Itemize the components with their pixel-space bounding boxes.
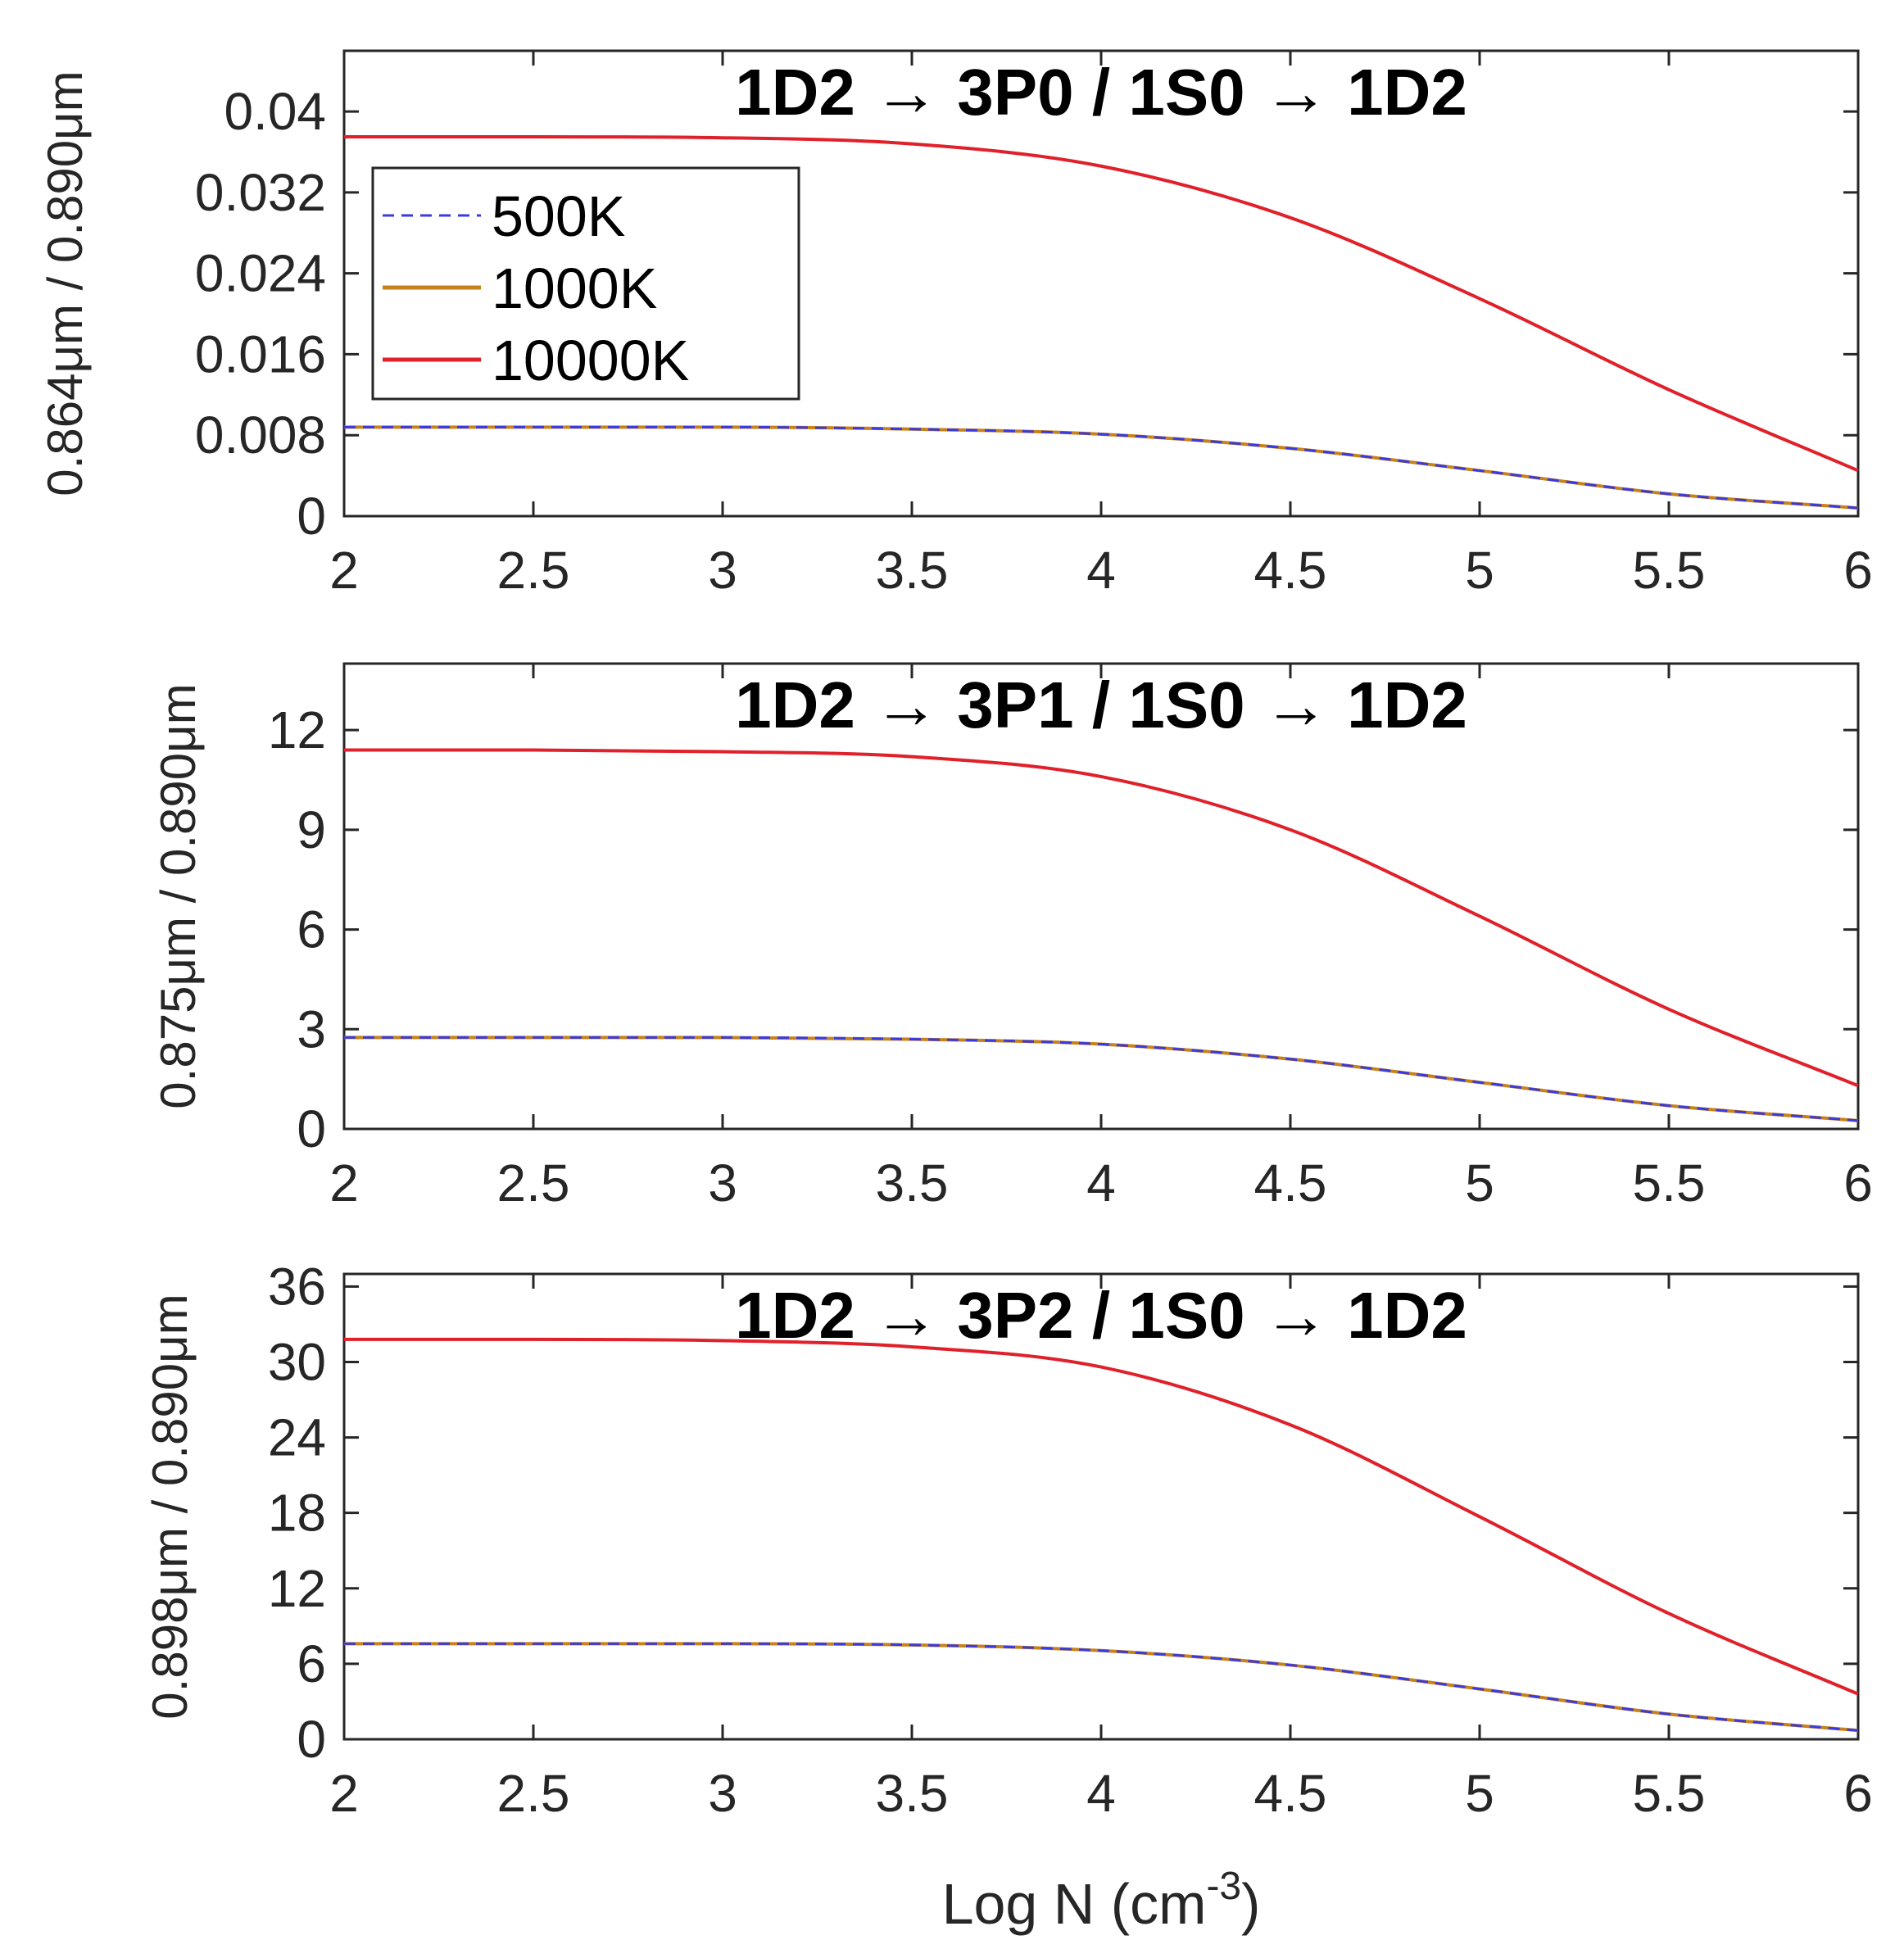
- x-tick-label: 3: [708, 541, 737, 600]
- x-axis-label: Log N (cm-3): [942, 1865, 1261, 1936]
- series-line-10000K: [344, 748, 1859, 1088]
- panel-2: 2 2.5 3 3.5 4 4.5 5 5.5 6 0 3 6 9 12 1D2 → 3P1 / 1S0 →…: [151, 662, 1873, 1212]
- x-tick-label: 5: [1465, 1764, 1494, 1823]
- x-tick-label: 5.5: [1633, 1154, 1706, 1212]
- y-tick-label: 12: [268, 1559, 326, 1618]
- x-tick-label: 5.5: [1633, 541, 1706, 600]
- y-tick-label: 18: [268, 1484, 326, 1543]
- y-tick-label: 0: [297, 1710, 326, 1769]
- x-tick-label: 2.5: [497, 1154, 570, 1212]
- panel-title-2: 1D2 → 3P1 / 1S0 → 1D2: [735, 669, 1467, 741]
- series-line-500K: [344, 1036, 1859, 1122]
- legend-label-500K: 500K: [492, 184, 625, 248]
- y-tick-label: 0: [297, 487, 326, 546]
- x-tick-label: 2.5: [497, 541, 570, 600]
- x-tick-label: 2: [329, 1154, 359, 1212]
- y-tick-label: 12: [268, 700, 326, 759]
- y-axis-label-2: 0.875μm / 0.890μm: [151, 683, 206, 1108]
- y-tick-label: 0.024: [195, 244, 326, 303]
- series-line-10000K: [343, 1337, 1859, 1696]
- x-tick-label: 4.5: [1254, 541, 1327, 600]
- x-tick-label: 2.5: [497, 1764, 570, 1823]
- x-tick-label: 3: [708, 1154, 737, 1212]
- x-tick-label: 4: [1086, 541, 1116, 600]
- x-tick-label: 3.5: [876, 541, 949, 600]
- panel-title-1: 1D2 → 3P0 / 1S0 → 1D2: [735, 56, 1467, 129]
- legend-label-10000K: 10000K: [492, 329, 689, 392]
- series-line-10000K: [343, 134, 1859, 473]
- legend: 500K 1000K 10000K: [371, 166, 800, 401]
- y-tick-label: 36: [268, 1257, 326, 1316]
- x-tick-label: 4: [1086, 1154, 1116, 1212]
- y-tick-label: 0.032: [195, 163, 326, 222]
- y-tick-label: 9: [297, 800, 326, 859]
- y-tick-label: 0: [297, 1099, 326, 1158]
- y-tick-label: 0.04: [224, 82, 326, 141]
- legend-label-1000K: 1000K: [492, 256, 657, 320]
- x-tick-label: 6: [1843, 1764, 1873, 1823]
- plot-area-2: [342, 662, 1860, 1131]
- panel-1: 2 2.5 3 3.5 4 4.5 5 5.5 6 0 0.008 0.016 0.024 0.032 0.…: [38, 49, 1873, 600]
- series-line-500K: [344, 425, 1859, 510]
- x-tick-label: 4.5: [1254, 1154, 1327, 1212]
- x-tick-label: 2: [329, 541, 359, 600]
- y-tick-label: 30: [268, 1332, 326, 1391]
- y-tick-label: 0.016: [195, 324, 326, 383]
- series-line-500K: [344, 1642, 1859, 1732]
- x-tick-label: 4.5: [1254, 1764, 1327, 1823]
- x-tick-label: 6: [1843, 1154, 1873, 1212]
- x-tick-label: 3.5: [876, 1764, 949, 1823]
- y-tick-label: 3: [297, 999, 326, 1058]
- x-tick-label: 3: [708, 1764, 737, 1823]
- x-tick-label: 5: [1465, 541, 1494, 600]
- y-tick-label: 6: [297, 1634, 326, 1693]
- y-tick-label: 24: [268, 1408, 326, 1467]
- x-tick-label: 6: [1843, 541, 1873, 600]
- y-tick-label: 6: [297, 900, 326, 959]
- y-axis-label-1: 0.864μm / 0.890μm: [38, 70, 93, 496]
- y-tick-label: 0.008: [195, 406, 326, 465]
- x-tick-label: 5: [1465, 1154, 1494, 1212]
- x-tick-label: 2: [329, 1764, 359, 1823]
- panel-title-3: 1D2 → 3P2 / 1S0 → 1D2: [735, 1279, 1467, 1352]
- x-tick-label: 5.5: [1633, 1764, 1706, 1823]
- x-tick-label: 3.5: [876, 1154, 949, 1212]
- panel-3: 2 2.5 3 3.5 4 4.5 5 5.5 6 0 6 12 18 24 30 36 1D2 → 3P2 /…: [143, 1257, 1873, 1936]
- y-axis-label-3: 0.898μm / 0.890μm: [143, 1294, 197, 1719]
- x-tick-label: 4: [1086, 1764, 1116, 1823]
